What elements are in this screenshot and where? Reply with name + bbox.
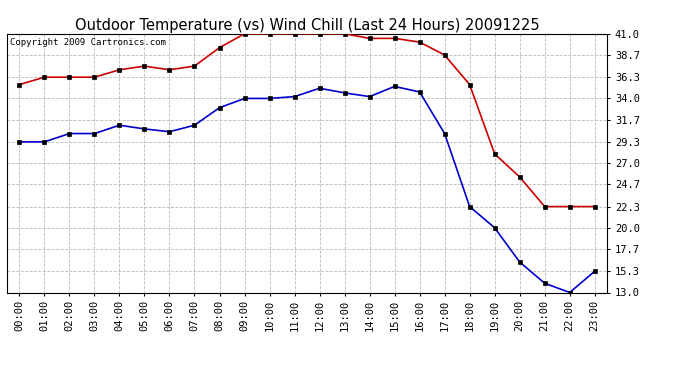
Text: Copyright 2009 Cartronics.com: Copyright 2009 Cartronics.com [10,38,166,46]
Title: Outdoor Temperature (vs) Wind Chill (Last 24 Hours) 20091225: Outdoor Temperature (vs) Wind Chill (Las… [75,18,540,33]
